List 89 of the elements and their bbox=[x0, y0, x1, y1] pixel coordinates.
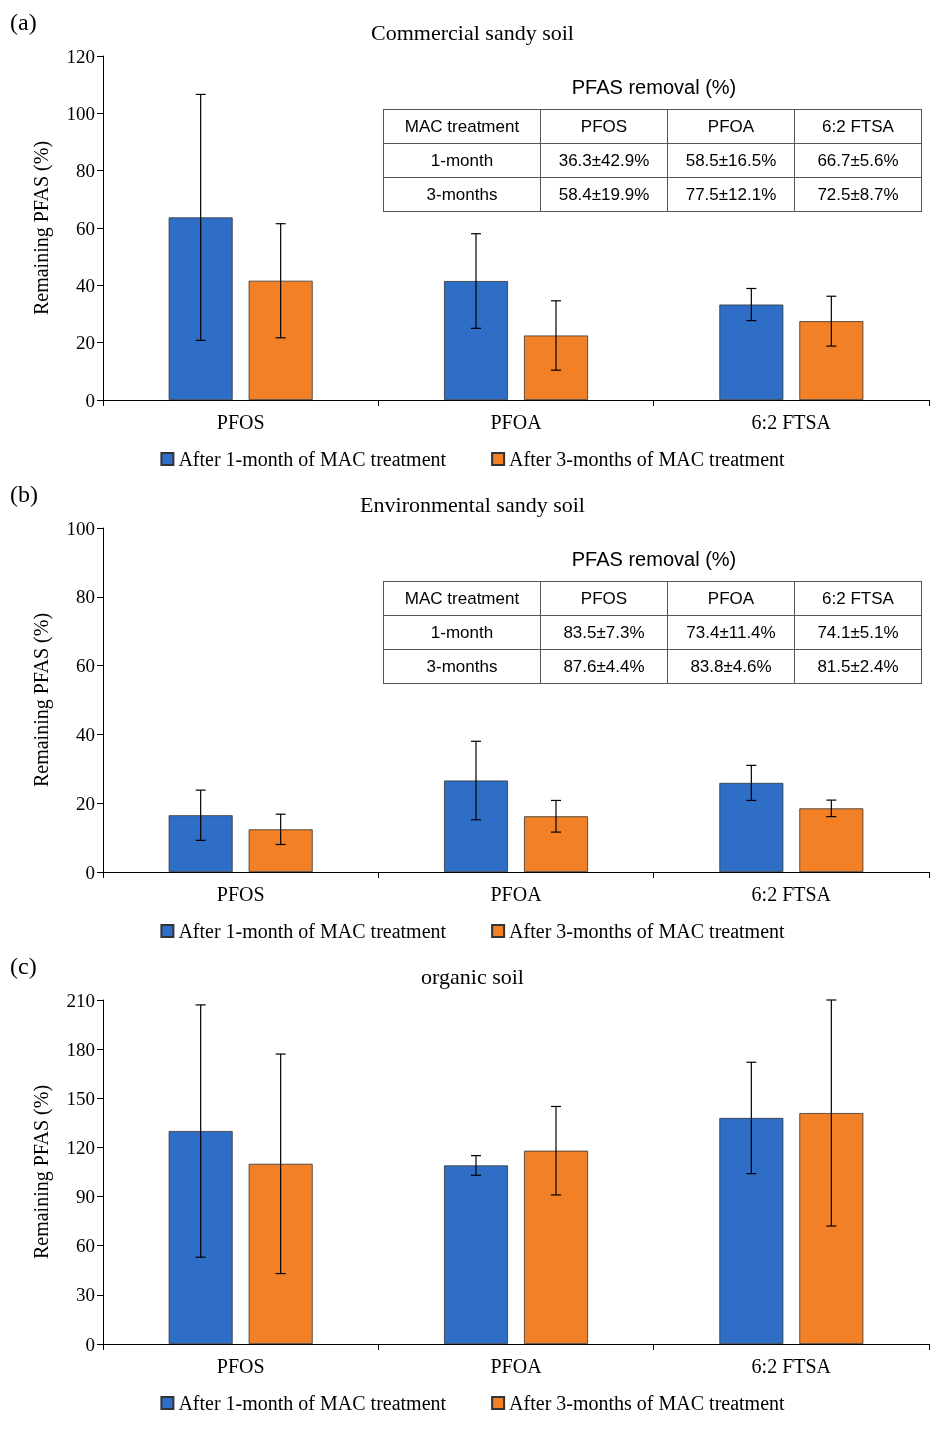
annotation: 83.5±7.3% bbox=[540, 615, 668, 650]
y-tick-label: 210 bbox=[66, 989, 95, 1011]
annotation: 83.8±4.6% bbox=[667, 649, 795, 684]
bar bbox=[719, 1117, 784, 1344]
annotation: PFOS bbox=[540, 581, 668, 616]
legend-label: After 3-months of MAC treatment bbox=[509, 920, 786, 942]
x-tick-label: 6:2 FTSA bbox=[751, 883, 832, 905]
x-tick-label: 6:2 FTSA bbox=[751, 411, 832, 433]
bar bbox=[248, 829, 313, 872]
y-tick-label: 0 bbox=[85, 389, 95, 411]
x-tick-label: PFOS bbox=[216, 411, 265, 433]
legend-label: After 1-month of MAC treatment bbox=[178, 920, 447, 942]
annotation: 58.4±19.9% bbox=[540, 177, 668, 212]
legend-label: After 3-months of MAC treatment bbox=[509, 1392, 786, 1414]
y-tick-label: 150 bbox=[66, 1087, 95, 1109]
annotation: PFAS removal (%) bbox=[570, 548, 738, 571]
y-tick-label: 60 bbox=[76, 655, 95, 677]
y-tick-label: 100 bbox=[66, 517, 95, 539]
y-tick-label: 100 bbox=[66, 102, 95, 124]
bar bbox=[168, 1131, 233, 1344]
y-tick-label: 60 bbox=[76, 217, 95, 239]
chart-title: organic soil bbox=[421, 963, 524, 989]
text: (a) bbox=[10, 9, 37, 35]
annotation: 1-month bbox=[383, 143, 541, 178]
text: (c) bbox=[10, 953, 37, 979]
x-tick-label: PFOA bbox=[490, 883, 543, 905]
y-tick-label: 80 bbox=[76, 160, 95, 182]
annotation: PFOS bbox=[540, 109, 668, 144]
annotation: PFOA bbox=[667, 581, 795, 616]
annotation: 36.3±42.9% bbox=[540, 143, 668, 178]
y-tick-label: 80 bbox=[76, 586, 95, 608]
y-tick-label: 20 bbox=[76, 792, 95, 814]
bar bbox=[444, 281, 508, 400]
bar bbox=[248, 1163, 313, 1344]
bar bbox=[719, 782, 784, 872]
annotation: 77.5±12.1% bbox=[667, 177, 795, 212]
y-tick-label: 90 bbox=[76, 1186, 95, 1208]
annotation: 81.5±2.4% bbox=[794, 649, 922, 684]
chart-title: Commercial sandy soil bbox=[371, 19, 574, 45]
bar bbox=[524, 335, 588, 400]
y-tick-label: 180 bbox=[66, 1038, 95, 1060]
annotation: PFOA bbox=[667, 109, 795, 144]
y-tick-label: 30 bbox=[76, 1284, 95, 1306]
legend-label: After 3-months of MAC treatment bbox=[509, 448, 786, 470]
annotation: 6:2 FTSA bbox=[794, 109, 922, 144]
bar bbox=[248, 280, 313, 400]
annotation: PFAS removal (%) bbox=[570, 76, 738, 99]
y-tick-label: 120 bbox=[66, 45, 95, 67]
y-axis-title: Remaining PFAS (%) bbox=[30, 1084, 53, 1260]
bar bbox=[168, 815, 233, 872]
y-tick-label: 60 bbox=[76, 1235, 95, 1257]
y-tick-label: 40 bbox=[76, 723, 95, 745]
annotation: 72.5±8.7% bbox=[794, 177, 922, 212]
annotation: 74.1±5.1% bbox=[794, 615, 922, 650]
bar bbox=[799, 1113, 864, 1344]
bar bbox=[444, 1165, 508, 1344]
bar bbox=[444, 780, 508, 872]
bar bbox=[168, 217, 233, 400]
x-tick-label: PFOA bbox=[490, 1355, 543, 1377]
bar bbox=[719, 304, 784, 400]
annotation: 58.5±16.5% bbox=[667, 143, 795, 178]
chart-title: Environmental sandy soil bbox=[360, 491, 585, 517]
bar bbox=[524, 1150, 588, 1344]
annotation: 3-months bbox=[383, 649, 541, 684]
annotation: 73.4±11.4% bbox=[667, 615, 795, 650]
y-tick-label: 0 bbox=[85, 1333, 95, 1355]
annotation: 87.6±4.4% bbox=[540, 649, 668, 684]
annotation: MAC treatment bbox=[383, 109, 541, 144]
bar bbox=[799, 808, 864, 872]
y-axis-title: Remaining PFAS (%) bbox=[30, 140, 53, 316]
legend-label: After 1-month of MAC treatment bbox=[178, 1392, 447, 1414]
bar bbox=[799, 321, 864, 400]
y-tick-label: 0 bbox=[85, 861, 95, 883]
x-tick-label: 6:2 FTSA bbox=[751, 1355, 832, 1377]
x-tick-label: PFOS bbox=[216, 1355, 265, 1377]
legend-label: After 1-month of MAC treatment bbox=[178, 448, 447, 470]
annotation: 1-month bbox=[383, 615, 541, 650]
x-tick-label: PFOA bbox=[490, 411, 543, 433]
annotation: MAC treatment bbox=[383, 581, 541, 616]
y-tick-label: 40 bbox=[76, 274, 95, 296]
y-axis-title: Remaining PFAS (%) bbox=[30, 612, 53, 788]
y-tick-label: 120 bbox=[66, 1136, 95, 1158]
annotation: 3-months bbox=[383, 177, 541, 212]
annotation: 6:2 FTSA bbox=[794, 581, 922, 616]
text: (b) bbox=[10, 481, 38, 507]
x-tick-label: PFOS bbox=[216, 883, 265, 905]
annotation: 66.7±5.6% bbox=[794, 143, 922, 178]
y-tick-label: 20 bbox=[76, 332, 95, 354]
bar bbox=[524, 816, 588, 872]
